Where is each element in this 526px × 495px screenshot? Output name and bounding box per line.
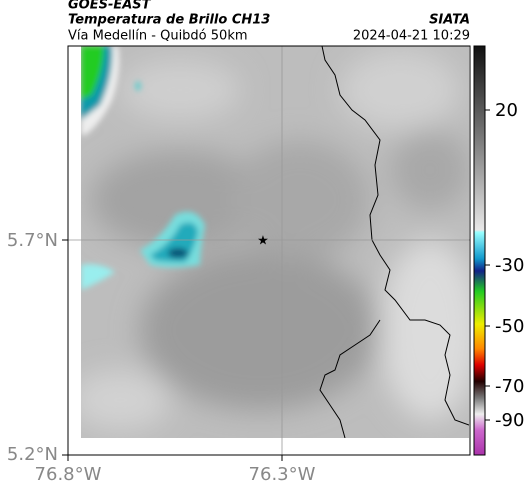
colorbar-label: -30: [495, 255, 524, 276]
colorbar-ticks: [485, 109, 490, 421]
timestamp: 2024-04-21 10:29: [353, 29, 470, 44]
source-label: SIATA: [429, 13, 470, 28]
product-title: Temperatura de Brillo CH13: [68, 13, 270, 28]
latitude-label: 5.2°N: [7, 444, 58, 465]
colorbar-label: -90: [495, 410, 524, 431]
region-label: Vía Medellín - Quibdó 50km: [68, 29, 248, 44]
longitude-label: 76.8°W: [35, 464, 102, 485]
longitude-label: 76.3°W: [249, 464, 316, 485]
location-star: ★: [257, 234, 269, 249]
latitude-label: 5.7°N: [7, 230, 58, 251]
colorbar: [473, 45, 486, 456]
border-line: [319, 46, 469, 438]
colorbar-label: -50: [495, 316, 524, 337]
satellite-image: [81, 46, 469, 438]
colorbar-label: 20: [495, 100, 518, 121]
colorbar-label: -70: [495, 376, 524, 397]
map-frame: [67, 45, 471, 456]
satellite-name: GOES-EAST: [68, 0, 152, 13]
